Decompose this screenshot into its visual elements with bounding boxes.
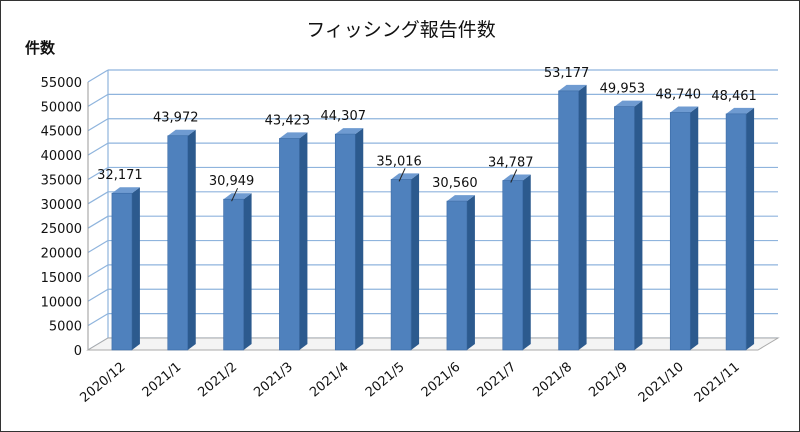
bar [390, 179, 412, 351]
data-label: 48,461 [711, 89, 757, 104]
gridline-depth [87, 69, 109, 83]
y-tick-label: 0 [74, 344, 82, 359]
data-label: 43,423 [265, 113, 311, 128]
chart-title: フィッシング報告件数 [306, 19, 496, 41]
bar-top [726, 107, 755, 114]
gridline-depth [87, 240, 109, 254]
x-tick-label: 2021/7 [475, 360, 520, 401]
y-tick-label: 15000 [41, 271, 82, 286]
data-label: 48,740 [656, 88, 702, 103]
x-tick-label: 2021/11 [692, 360, 743, 406]
gridline-depth [87, 142, 109, 156]
x-tick-label: 2021/10 [636, 360, 687, 406]
data-label: 44,307 [321, 109, 367, 124]
data-label: 35,016 [376, 154, 422, 169]
bar [446, 200, 468, 351]
bar-top [391, 173, 420, 180]
bar-top [335, 128, 364, 135]
y-tick-label: 20000 [41, 247, 82, 262]
x-tick-label: 2021/9 [586, 360, 631, 401]
bar-top [502, 174, 531, 181]
data-label-leader [510, 169, 518, 183]
bar [669, 112, 691, 351]
bar [334, 133, 356, 351]
gridline-depth [87, 288, 109, 302]
x-tick-label: 2021/2 [195, 360, 240, 401]
data-label: 30,560 [432, 176, 478, 191]
x-tick-label: 2021/1 [140, 360, 185, 401]
bar-side [131, 187, 140, 350]
bar [111, 192, 133, 351]
x-tick-label: 2021/5 [363, 360, 408, 401]
x-tick-label: 2021/3 [251, 360, 296, 401]
bar-side [466, 195, 475, 350]
data-label: 30,949 [209, 174, 255, 189]
x-tick-label: 2021/6 [419, 360, 464, 401]
x-tick-label: 2021/4 [307, 360, 352, 401]
bar-side [355, 128, 364, 350]
data-label: 43,972 [153, 111, 199, 126]
data-label: 49,953 [600, 82, 646, 97]
bar-top [111, 187, 140, 194]
data-label-leader [398, 168, 406, 182]
y-tick-label: 55000 [41, 76, 82, 91]
gridline-depth [87, 93, 109, 107]
bar-side [634, 100, 643, 350]
y-tick-label: 25000 [41, 222, 82, 237]
bar-top [558, 84, 587, 91]
y-tick-label: 10000 [41, 295, 82, 310]
y-axis-label: 件数 [25, 39, 56, 57]
bar-side [522, 174, 531, 350]
bar [223, 198, 244, 351]
gridline-depth [87, 215, 109, 229]
chart-floor [86, 337, 780, 351]
bar-side [187, 129, 196, 350]
bar-side [299, 132, 308, 350]
bar [725, 113, 747, 351]
bar [614, 106, 635, 351]
bar-top [279, 132, 308, 139]
bar-side [690, 106, 699, 351]
bar-side [243, 193, 252, 350]
bar [279, 138, 300, 351]
x-tick-label: 2021/8 [530, 360, 575, 401]
data-label-leader [231, 187, 239, 202]
bar-top [167, 129, 196, 136]
gridline-depth [87, 313, 109, 327]
bar-top [223, 193, 252, 200]
gridline-depth [87, 191, 109, 205]
gridline-depth [87, 264, 109, 278]
y-tick-label: 30000 [41, 198, 82, 213]
bar [502, 180, 524, 351]
gridline-depth [87, 118, 109, 132]
y-tick-label: 50000 [41, 100, 82, 115]
bar-side [411, 173, 420, 350]
data-label: 34,787 [488, 155, 534, 170]
bar-side [578, 84, 587, 350]
y-tick-label: 40000 [41, 149, 82, 164]
bar [167, 135, 189, 351]
bar-top [614, 100, 643, 107]
y-tick-label: 45000 [41, 125, 82, 140]
bar-side [746, 107, 755, 350]
y-tick-label: 5000 [49, 320, 82, 335]
data-label: 53,177 [544, 66, 590, 81]
bar-top [670, 106, 699, 113]
x-tick-label: 2020/12 [77, 360, 128, 406]
bar [558, 90, 579, 351]
gridline-depth [87, 166, 109, 180]
y-tick-label: 35000 [41, 173, 82, 188]
bar-top [446, 195, 475, 202]
data-label: 32,171 [97, 168, 143, 183]
